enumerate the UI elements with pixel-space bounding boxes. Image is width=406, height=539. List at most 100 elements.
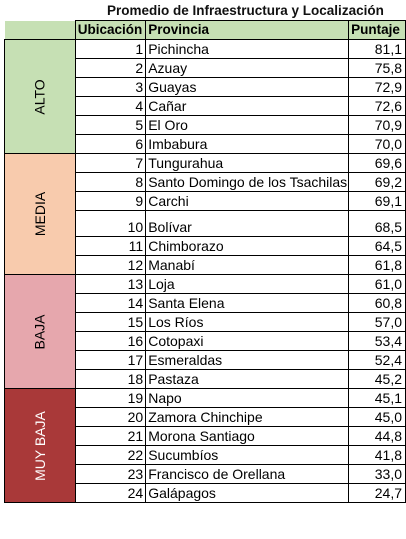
table-body: Ubicación Provincia Puntaje ALTO 1 Pichinc…	[4, 20, 406, 503]
ubicacion-cell[interactable]: 3	[74, 77, 147, 97]
puntaje-cell[interactable]: 72,9	[348, 77, 406, 97]
ubicacion-cell[interactable]: 18	[74, 369, 147, 389]
provincia-cell[interactable]: Pichincha	[145, 39, 350, 59]
table-row: 24 Galápagos 24,7	[5, 483, 406, 503]
ubicacion-cell[interactable]: 15	[74, 312, 147, 332]
puntaje-cell[interactable]: 69,2	[348, 172, 406, 192]
ubicacion-cell[interactable]: 14	[74, 293, 147, 313]
puntaje-cell[interactable]: 69,6	[348, 153, 406, 173]
provincia-cell[interactable]: Napo	[145, 388, 350, 408]
provincia-cell[interactable]: Carchi	[145, 191, 350, 211]
puntaje-cell[interactable]: 70,9	[348, 115, 406, 135]
provincia-cell[interactable]: Loja	[145, 274, 350, 294]
puntaje-cell[interactable]: 33,0	[348, 464, 406, 484]
puntaje-cell[interactable]: 41,8	[348, 445, 406, 465]
table-row: MEDIA 7 Tungurahua 69,6	[4, 153, 406, 275]
ubicacion-cell[interactable]: 1	[74, 39, 147, 59]
category-label: MEDIA	[31, 191, 48, 237]
table-row: 12 Manabí 61,8	[5, 255, 406, 275]
puntaje-cell[interactable]: 44,8	[348, 426, 406, 446]
ubicacion-cell[interactable]: 12	[74, 255, 147, 275]
provincia-cell[interactable]: Cañar	[145, 96, 350, 116]
puntaje-cell[interactable]: 70,0	[348, 134, 406, 154]
ubicacion-cell[interactable]: 11	[74, 236, 147, 256]
provincia-cell[interactable]: Morona Santiago	[145, 426, 350, 446]
table-row: 10 Bolívar 68,5	[5, 210, 406, 237]
puntaje-cell[interactable]: 53,4	[348, 331, 406, 351]
provincia-cell[interactable]: Manabí	[145, 255, 350, 275]
puntaje-cell[interactable]: 45,2	[348, 369, 406, 389]
puntaje-cell[interactable]: 61,0	[348, 274, 406, 294]
ubicacion-cell[interactable]: 5	[74, 115, 147, 135]
provincia-cell[interactable]: Los Ríos	[145, 312, 350, 332]
table-row: MUY BAJA 19 Napo 45,1	[4, 388, 406, 503]
header-ubicacion[interactable]: Ubicación	[74, 20, 147, 40]
provincia-cell[interactable]: Cotopaxi	[145, 331, 350, 351]
ubicacion-cell[interactable]: 22	[74, 445, 147, 465]
category-label: ALTO	[31, 78, 48, 115]
provincia-cell[interactable]: Santa Elena	[145, 293, 350, 313]
table-row: 21 Morona Santiago 44,8	[5, 426, 406, 446]
ubicacion-cell[interactable]: 9	[74, 191, 147, 211]
table-row: 11 Chimborazo 64,5	[5, 236, 406, 256]
provincia-cell[interactable]: Sucumbíos	[145, 445, 350, 465]
provincia-cell[interactable]: Pastaza	[145, 369, 350, 389]
ubicacion-cell[interactable]: 23	[74, 464, 147, 484]
ubicacion-cell[interactable]: 10	[74, 210, 147, 237]
provincia-cell[interactable]: Francisco de Orellana	[145, 464, 350, 484]
ubicacion-cell[interactable]: 20	[74, 407, 147, 427]
ubicacion-cell[interactable]: 2	[74, 58, 147, 78]
provincia-cell[interactable]: Azuay	[145, 58, 350, 78]
table-row: 6 Imbabura 70,0	[5, 134, 406, 154]
puntaje-cell[interactable]: 64,5	[348, 236, 406, 256]
category-cell[interactable]: BAJA	[4, 274, 76, 389]
ubicacion-cell[interactable]: 6	[74, 134, 147, 154]
ubicacion-cell[interactable]: 24	[74, 483, 147, 503]
provincia-cell[interactable]: Santo Domingo de los Tsachilas	[145, 172, 350, 192]
provincia-cell[interactable]: Tungurahua	[145, 153, 350, 173]
provincia-cell[interactable]: Esmeraldas	[145, 350, 350, 370]
provincia-cell[interactable]: Guayas	[145, 77, 350, 97]
puntaje-cell[interactable]: 75,8	[348, 58, 406, 78]
category-cell[interactable]: MEDIA	[4, 153, 76, 275]
puntaje-cell[interactable]: 24,7	[348, 483, 406, 503]
puntaje-cell[interactable]: 61,8	[348, 255, 406, 275]
ubicacion-cell[interactable]: 4	[74, 96, 147, 116]
header-puntaje[interactable]: Puntaje	[348, 20, 406, 40]
header-row: Ubicación Provincia Puntaje	[4, 20, 406, 40]
puntaje-cell[interactable]: 81,1	[348, 39, 406, 59]
puntaje-cell[interactable]: 69,1	[348, 191, 406, 211]
category-label: MUY BAJA	[31, 410, 48, 481]
puntaje-cell[interactable]: 72,6	[348, 96, 406, 116]
table-row: 15 Los Ríos 57,0	[5, 312, 406, 332]
category-cell[interactable]: ALTO	[4, 39, 76, 154]
provincia-cell[interactable]: Imbabura	[145, 134, 350, 154]
ubicacion-cell[interactable]: 19	[74, 388, 147, 408]
provincia-cell[interactable]: Galápagos	[145, 483, 350, 503]
ubicacion-cell[interactable]: 8	[74, 172, 147, 192]
puntaje-cell[interactable]: 60,8	[348, 293, 406, 313]
table-row: 18 Pastaza 45,2	[5, 369, 406, 389]
table-row: 14 Santa Elena 60,8	[5, 293, 406, 313]
ubicacion-cell[interactable]: 17	[74, 350, 147, 370]
ubicacion-cell[interactable]: 16	[74, 331, 147, 351]
category-cell[interactable]: MUY BAJA	[4, 388, 76, 503]
provincia-cell[interactable]: Bolívar	[145, 210, 350, 237]
puntaje-cell[interactable]: 57,0	[348, 312, 406, 332]
puntaje-cell[interactable]: 52,4	[348, 350, 406, 370]
header-provincia[interactable]: Provincia	[145, 20, 350, 40]
ubicacion-cell[interactable]: 21	[74, 426, 147, 446]
ubicacion-cell[interactable]: 7	[74, 153, 147, 173]
puntaje-cell[interactable]: 45,1	[348, 388, 406, 408]
provincia-cell[interactable]: Zamora Chinchipe	[145, 407, 350, 427]
puntaje-cell[interactable]: 68,5	[348, 210, 406, 237]
table-title: Promedio de Infraestructura y Localizaci…	[107, 3, 384, 18]
provincia-cell[interactable]: Chimborazo	[145, 236, 350, 256]
ranking-table: Ubicación Provincia Puntaje ALTO 1 Pichinc…	[4, 20, 406, 503]
table-row: 22 Sucumbíos 41,8	[5, 445, 406, 465]
ubicacion-cell[interactable]: 13	[74, 274, 147, 294]
category-label: BAJA	[31, 313, 48, 350]
provincia-cell[interactable]: El Oro	[145, 115, 350, 135]
header-corner-cell	[4, 20, 76, 40]
puntaje-cell[interactable]: 45,0	[348, 407, 406, 427]
